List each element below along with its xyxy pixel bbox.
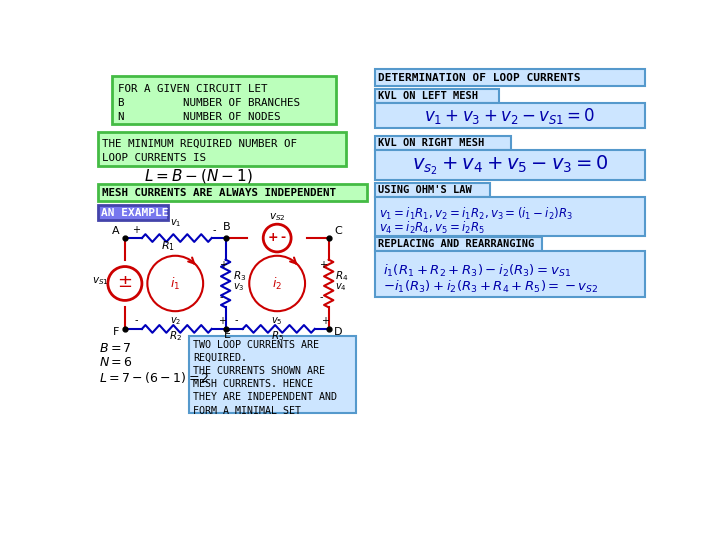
Text: ±: ± (117, 273, 132, 291)
Text: -: - (235, 315, 238, 326)
Text: $v_5$: $v_5$ (271, 315, 283, 327)
Text: $v_4$: $v_4$ (335, 282, 346, 293)
Text: F: F (112, 327, 119, 337)
Text: $v_1 + v_3 + v_2 - v_{S1} = 0$: $v_1 + v_3 + v_2 - v_{S1} = 0$ (424, 106, 595, 126)
FancyBboxPatch shape (375, 136, 510, 150)
Text: DETERMINATION OF LOOP CURRENTS: DETERMINATION OF LOOP CURRENTS (378, 73, 581, 83)
Text: +: + (218, 315, 226, 326)
Text: E: E (224, 330, 230, 340)
Text: $\mathit{L = B-(N-1)}$: $\mathit{L = B-(N-1)}$ (144, 167, 253, 185)
FancyBboxPatch shape (375, 237, 542, 251)
Text: $v_{S1}$: $v_{S1}$ (91, 275, 109, 287)
FancyBboxPatch shape (98, 205, 168, 220)
FancyBboxPatch shape (375, 103, 645, 128)
Text: $R_5$: $R_5$ (271, 330, 284, 343)
Text: $R_2$: $R_2$ (168, 330, 181, 343)
Text: FOR A GIVEN CIRCUIT LET
B         NUMBER OF BRANCHES
N         NUMBER OF NODES: FOR A GIVEN CIRCUIT LET B NUMBER OF BRAN… (118, 84, 300, 122)
Text: -: - (320, 293, 323, 302)
Text: $i_2$: $i_2$ (272, 275, 282, 292)
Text: $v_2$: $v_2$ (170, 315, 181, 327)
Text: -: - (212, 225, 216, 235)
Text: $i_1(R_1+R_2+R_3)-i_2(R_3)=v_{S1}$: $i_1(R_1+R_2+R_3)-i_2(R_3)=v_{S1}$ (383, 263, 571, 279)
FancyBboxPatch shape (98, 184, 367, 201)
Text: REPLACING AND REARRANGING: REPLACING AND REARRANGING (378, 239, 534, 249)
Text: $v_{S2}$: $v_{S2}$ (269, 211, 285, 222)
FancyBboxPatch shape (375, 197, 645, 236)
FancyBboxPatch shape (98, 132, 346, 166)
Text: +: + (267, 231, 278, 244)
FancyBboxPatch shape (375, 70, 645, 86)
Text: -: - (220, 293, 223, 302)
Text: $R_4$: $R_4$ (335, 269, 348, 282)
Text: $B=7$: $B=7$ (99, 342, 132, 355)
Text: THE MINIMUM REQUIRED NUMBER OF
LOOP CURRENTS IS: THE MINIMUM REQUIRED NUMBER OF LOOP CURR… (102, 139, 297, 164)
FancyBboxPatch shape (375, 90, 499, 103)
Text: $v_{s_2} + v_4 + v_5 - v_3 = 0$: $v_{s_2} + v_4 + v_5 - v_3 = 0$ (412, 153, 608, 177)
Text: C: C (334, 226, 342, 236)
Text: $v_3$: $v_3$ (233, 282, 245, 293)
Text: $N=6$: $N=6$ (99, 356, 133, 369)
Text: KVL ON RIGHT MESH: KVL ON RIGHT MESH (378, 138, 485, 147)
Text: $-i_1(R_3)+i_2(R_3+R_4+R_5)=-v_{S2}$: $-i_1(R_3)+i_2(R_3+R_4+R_5)=-v_{S2}$ (383, 279, 598, 295)
Text: +: + (132, 225, 140, 235)
Text: KVL ON LEFT MESH: KVL ON LEFT MESH (378, 91, 478, 102)
Text: AN EXAMPLE: AN EXAMPLE (101, 208, 168, 218)
Text: $L=7-(6-1)=2$: $L=7-(6-1)=2$ (99, 370, 210, 384)
Text: -: - (280, 231, 285, 244)
Text: D: D (334, 327, 342, 337)
FancyBboxPatch shape (189, 336, 356, 413)
Text: MESH CURRENTS ARE ALWAYS INDEPENDENT: MESH CURRENTS ARE ALWAYS INDEPENDENT (102, 187, 336, 198)
Text: $R_1$: $R_1$ (161, 239, 174, 253)
Text: $v_1$: $v_1$ (170, 217, 181, 229)
Text: +: + (220, 260, 228, 270)
FancyBboxPatch shape (375, 150, 645, 180)
Text: $v_4 = i_2R_4, v_5 = i_2R_5$: $v_4 = i_2R_4, v_5 = i_2R_5$ (379, 220, 485, 236)
Text: $i_1$: $i_1$ (170, 275, 180, 292)
Text: +: + (321, 315, 329, 326)
Text: A: A (112, 226, 120, 236)
Text: TWO LOOP CURRENTS ARE
REQUIRED.
THE CURRENTS SHOWN ARE
MESH CURRENTS. HENCE
THEY: TWO LOOP CURRENTS ARE REQUIRED. THE CURR… (193, 340, 337, 416)
Text: $v_1 = i_1R_1, v_2 = i_1R_2, v_3 = (i_1-i_2)R_3$: $v_1 = i_1R_1, v_2 = i_1R_2, v_3 = (i_1-… (379, 206, 573, 222)
Text: $R_3$: $R_3$ (233, 269, 247, 282)
FancyBboxPatch shape (375, 184, 490, 197)
Text: B: B (223, 222, 231, 232)
Text: +: + (320, 260, 328, 270)
FancyBboxPatch shape (375, 251, 645, 298)
FancyBboxPatch shape (112, 76, 336, 124)
Text: -: - (134, 315, 138, 326)
Text: USING OHM'S LAW: USING OHM'S LAW (378, 185, 472, 195)
